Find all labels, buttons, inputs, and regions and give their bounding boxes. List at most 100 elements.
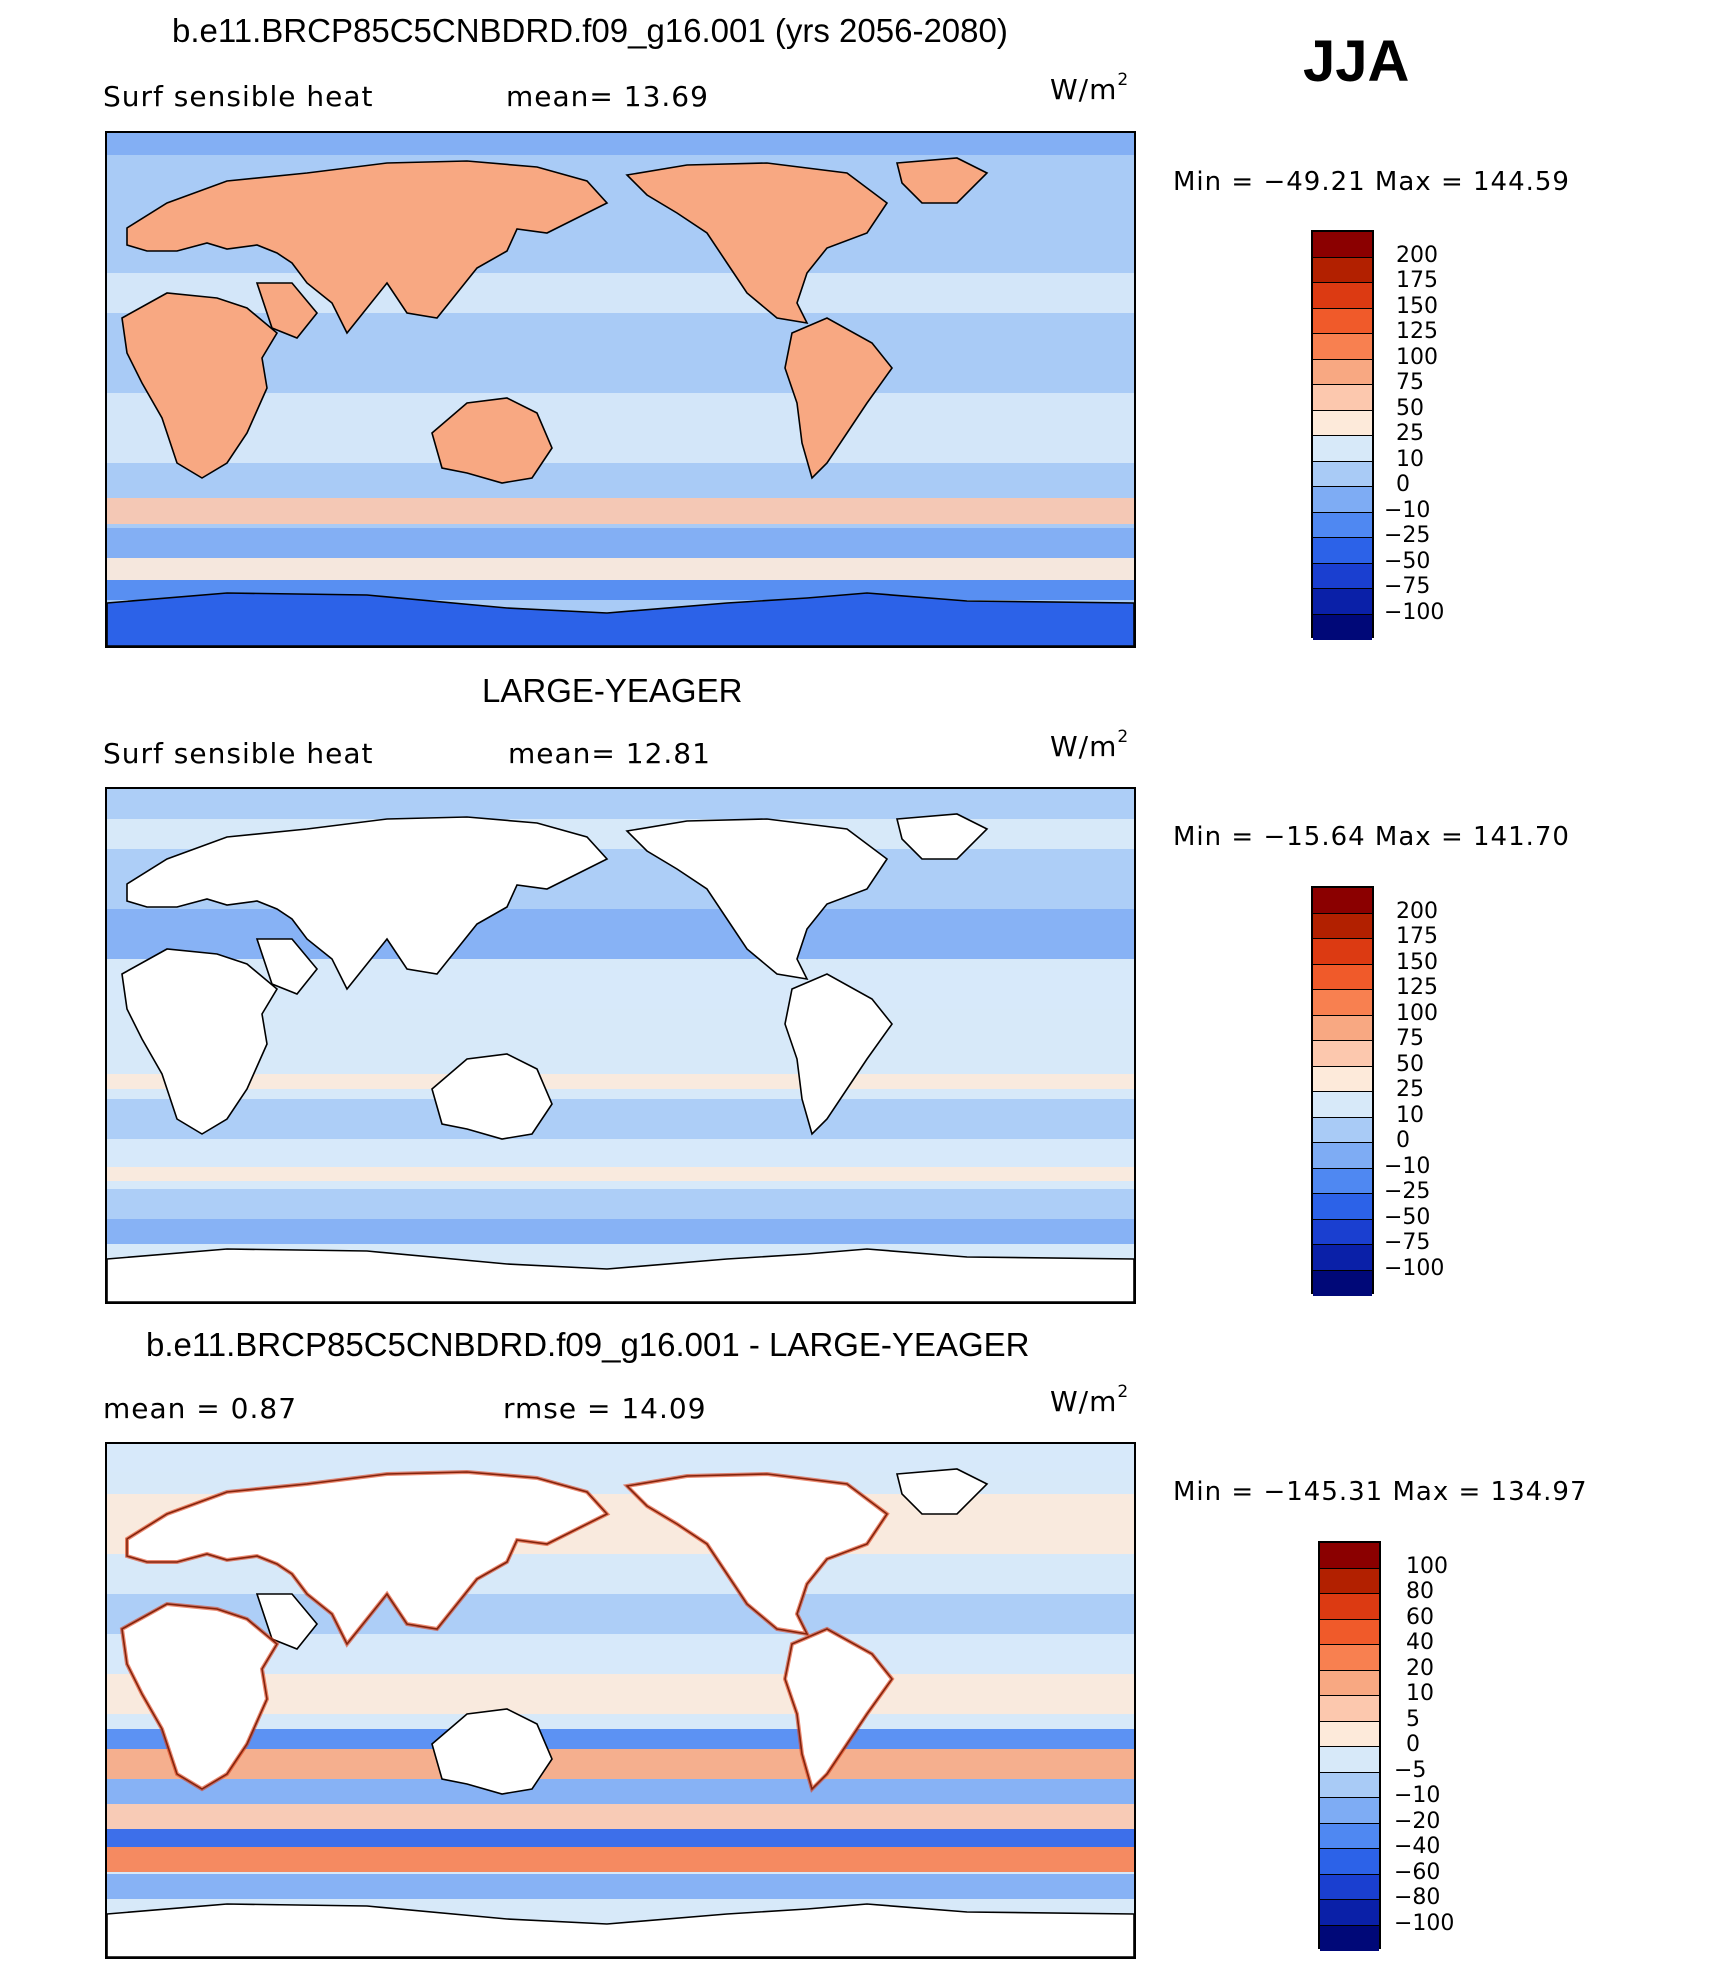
colorbar-tick-label: −10 — [1384, 497, 1431, 523]
ocean-contour-band — [107, 393, 1134, 463]
colorbar-swatch — [1313, 410, 1372, 436]
panel-3-units: W/m2 — [1050, 1382, 1130, 1418]
ocean-contour-band — [107, 1829, 1134, 1847]
colorbar-tick-label: −75 — [1384, 1230, 1431, 1255]
ocean-contour-band — [107, 1804, 1134, 1829]
land-greenland — [895, 1468, 989, 1515]
land-australia — [431, 1053, 553, 1140]
colorbar-tick-label: 25 — [1396, 1077, 1424, 1102]
land-southAmerica — [784, 973, 894, 1136]
ocean-contour-band — [107, 528, 1134, 558]
colorbar-swatch — [1320, 1594, 1379, 1620]
colorbar-tick-label: 20 — [1406, 1655, 1434, 1681]
coastal-anomaly-europeAsia — [125, 1469, 611, 1648]
land-arabia — [255, 938, 319, 995]
colorbar-tick-label: −100 — [1384, 1255, 1445, 1281]
panel-2-map — [105, 787, 1136, 1304]
land-northAmerica — [625, 162, 889, 325]
ocean-contour-band — [107, 133, 1134, 155]
ocean-contour-band — [107, 1779, 1134, 1804]
colorbar-swatch — [1320, 1696, 1379, 1722]
panel-2-mean-label: mean= 12.81 — [508, 737, 711, 770]
panel-2-colorbar — [1311, 886, 1374, 1296]
land-africa — [121, 292, 279, 479]
colorbar-swatch — [1313, 385, 1372, 411]
ocean-contour-band — [107, 1139, 1134, 1167]
panel-2-minmax: Min = −15.64 Max = 141.70 — [1173, 822, 1570, 852]
panel-2-units: W/m2 — [1050, 727, 1130, 763]
land-arabia — [255, 282, 319, 339]
colorbar-tick-label: −5 — [1394, 1757, 1427, 1783]
panel-2-colorbar-ticks: 200 175 150 125 100 75 50 25 10 0 −10 −25 −50 −75 −100 — [1384, 886, 1510, 1294]
colorbar-swatch — [1320, 1849, 1379, 1875]
ocean-contour-band — [107, 1874, 1134, 1899]
colorbar-tick-label: −75 — [1384, 574, 1431, 599]
ocean-contour-band — [107, 1074, 1134, 1089]
colorbar-swatch — [1313, 334, 1372, 360]
panel-3-map — [105, 1442, 1136, 1959]
ocean-contour-band — [107, 463, 1134, 493]
panel-1-variable-label: Surf sensible heat — [103, 80, 374, 113]
panel-1-title: b.e11.BRCP85C5CNBDRD.f09_g16.001 (yrs 20… — [172, 12, 1008, 49]
colorbar-tick-label: 200 — [1396, 242, 1438, 268]
panel-3-minmax: Min = −145.31 Max = 134.97 — [1173, 1477, 1588, 1507]
colorbar-swatch — [1320, 1619, 1379, 1645]
land-antarctica — [107, 592, 1134, 646]
panel-3-mean-label: mean = 0.87 — [103, 1392, 298, 1425]
colorbar-tick-label: −80 — [1394, 1885, 1441, 1910]
land-greenland — [895, 157, 989, 204]
colorbar-swatch — [1313, 1270, 1372, 1296]
colorbar-swatch — [1313, 888, 1372, 914]
colorbar-tick-label: 200 — [1396, 898, 1438, 924]
panel-2-variable-label: Surf sensible heat — [103, 737, 374, 770]
colorbar-swatch — [1313, 614, 1372, 640]
colorbar-tick-label: 125 — [1396, 975, 1438, 1000]
land-europeAsia — [126, 816, 609, 991]
colorbar-tick-label: 125 — [1396, 319, 1438, 344]
colorbar-tick-label: 10 — [1396, 1102, 1424, 1128]
colorbar-tick-label: 50 — [1396, 395, 1424, 421]
colorbar-tick-label: 0 — [1396, 1128, 1410, 1153]
colorbar-swatch — [1313, 436, 1372, 462]
colorbar-swatch — [1313, 1168, 1372, 1194]
land-arabia — [255, 1593, 319, 1650]
colorbar-swatch — [1320, 1900, 1379, 1926]
panel-3-title: b.e11.BRCP85C5CNBDRD.f09_g16.001 - LARGE… — [146, 1326, 1030, 1363]
colorbar-tick-label: 0 — [1396, 472, 1410, 497]
colorbar-tick-label: 50 — [1396, 1051, 1424, 1077]
colorbar-swatch — [1313, 1219, 1372, 1245]
ocean-contour-band — [107, 1189, 1134, 1219]
ocean-contour-band — [107, 789, 1134, 819]
land-greenland — [895, 813, 989, 860]
land-northAmerica — [625, 818, 889, 981]
colorbar-tick-label: 175 — [1396, 924, 1438, 949]
colorbar-swatch — [1320, 1747, 1379, 1773]
colorbar-tick-label: 175 — [1396, 268, 1438, 293]
ocean-contour-band — [107, 1219, 1134, 1244]
ocean-contour-band — [107, 1729, 1134, 1749]
colorbar-tick-label: −10 — [1384, 1153, 1431, 1179]
land-australia — [431, 1708, 553, 1795]
land-africa — [121, 948, 279, 1135]
colorbar-swatch — [1313, 1066, 1372, 1092]
colorbar-tick-label: 0 — [1406, 1732, 1420, 1757]
colorbar-swatch — [1320, 1721, 1379, 1747]
colorbar-swatch — [1313, 1041, 1372, 1067]
colorbar-swatch — [1320, 1798, 1379, 1824]
colorbar-swatch — [1313, 1143, 1372, 1169]
colorbar-tick-label: 75 — [1396, 1026, 1424, 1051]
colorbar-tick-label: 150 — [1396, 293, 1438, 319]
land-europeAsia — [126, 160, 609, 335]
colorbar-tick-label: 5 — [1406, 1706, 1420, 1732]
colorbar-swatch — [1320, 1543, 1379, 1569]
panel-3-colorbar-ticks: 100 80 60 40 20 10 5 0 −5 −10 −20 −40 −60 −80 −100 — [1394, 1541, 1520, 1949]
colorbar-tick-label: −60 — [1394, 1859, 1441, 1885]
ocean-contour-band — [107, 1847, 1134, 1872]
panel-1-colorbar — [1311, 230, 1374, 640]
panel-3-colorbar — [1318, 1541, 1381, 1951]
season-label: JJA — [1303, 29, 1410, 94]
colorbar-swatch — [1313, 487, 1372, 513]
land-antarctica — [107, 1903, 1134, 1957]
colorbar-tick-label: 100 — [1406, 1553, 1448, 1579]
panel-3-rmse-label: rmse = 14.09 — [503, 1392, 707, 1425]
